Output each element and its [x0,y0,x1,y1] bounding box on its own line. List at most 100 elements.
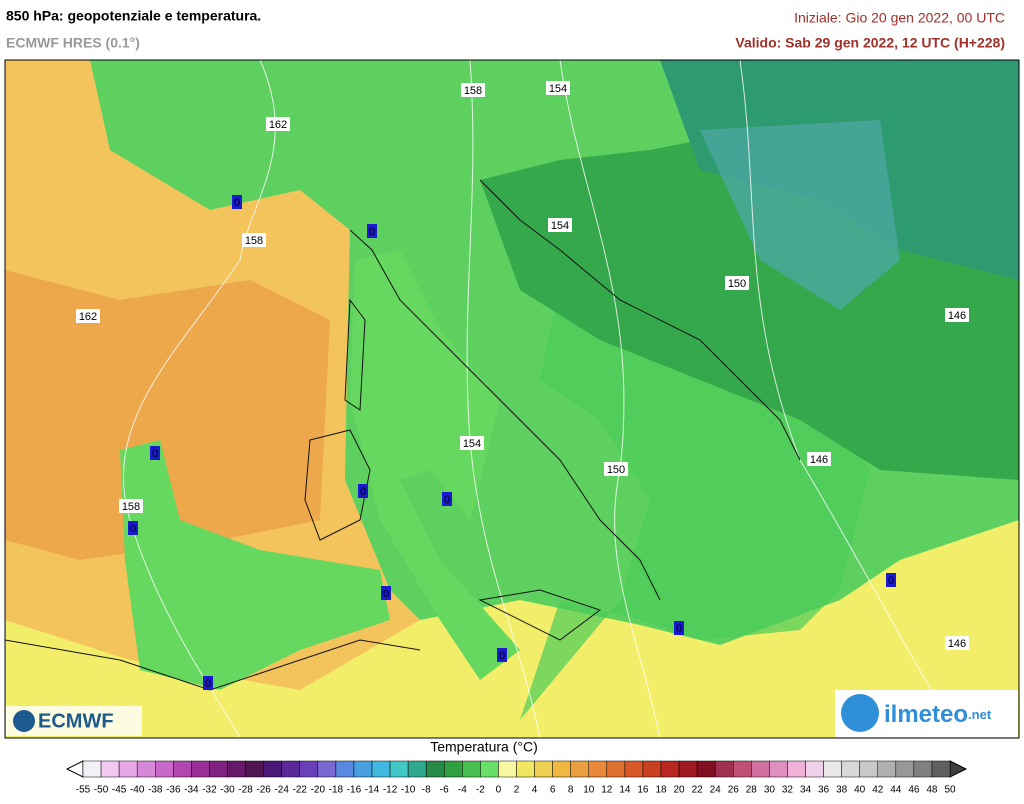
colorbar-box [751,760,770,778]
isotherm-label-bg [358,484,368,498]
map-frame [4,59,1020,739]
logo-text: ilmeteo.net [884,701,992,728]
colorbar-box [155,760,174,778]
colorbar-tick-label: -36 [166,785,181,796]
coast [5,639,421,691]
colorbar-tick-label: -4 [458,785,467,796]
colorbar-box [389,760,409,778]
isohypse-label-bg [119,499,143,513]
colorbar-tick-label: 0 [496,785,502,796]
contour-line [559,60,661,738]
colorbar-box [733,760,752,778]
colorbar-box [82,760,102,778]
colorbar-box [714,760,734,778]
isotherm-label: 0 [444,494,450,506]
colorbar-tick-label: -34 [184,785,199,796]
colorbar-tick-label: -20 [311,785,326,796]
isotherm-label-bg [367,224,377,238]
coastlines [5,179,801,691]
isohypse-label: 150 [728,278,746,290]
colorbar-box [100,760,120,778]
colorbar-left-end [65,760,84,778]
isohypse-label-bg [945,636,969,650]
isotherm-label-bg [886,573,896,587]
colorbar-box [191,760,210,778]
colorbar-box [841,760,860,778]
init-time: Iniziale: Gio 20 gen 2022, 00 UTC [794,10,1005,26]
colorbar-box [263,760,282,778]
colorbar-box [136,760,156,778]
colorbar-box [353,760,373,778]
colorbar-tick-label: 14 [619,785,631,796]
colorbar-tick-label: 6 [550,785,556,796]
isohypse-label: 162 [269,119,287,131]
isotherm-label: 0 [234,197,240,209]
isotherm-label: 0 [205,678,211,690]
colorbar-tick-label: -32 [202,785,217,796]
colorbar-tick-label: -30 [220,785,235,796]
colorbar-tick-label: 10 [583,785,595,796]
colorbar-tick-label: -18 [329,785,344,796]
colorbar-tick-label: -12 [383,785,398,796]
coast [479,179,801,461]
isohypse-label-bg [242,233,266,247]
colorbar-tick-label: 24 [710,785,722,796]
isotherm-label: 0 [369,226,375,238]
isohypse-label-bg [76,309,100,323]
colorbar-tick-label: -26 [256,785,271,796]
colorbar-box [624,760,644,778]
ecmwf-logo: ECMWF [6,706,142,736]
isohypse-label: 158 [122,501,140,513]
colorbar-tick-label: 44 [890,785,902,796]
colorbar-box [570,760,589,778]
ilmeteo-logo: ilmeteo.net [835,690,1018,737]
colorbar-box [209,760,228,778]
isotherm-label-bg [150,446,160,460]
subtitle: ECMWF HRES (0.1°) [6,35,140,51]
isohypse-label: 158 [245,235,263,247]
colorbar-box [534,760,553,778]
colorbar-tick-label: 26 [728,785,740,796]
colorbar-tick-label: -24 [274,785,289,796]
colorbar-tick-label: 42 [872,785,884,796]
logo-name: ilmeteo [884,701,968,728]
colorbar-tick-label: 32 [782,785,794,796]
colorbar-box [606,760,626,778]
isotherm-label-bg [381,586,391,600]
colorbar-box [480,760,499,778]
isohypse-label: 150 [607,464,625,476]
colorbar-tick-label: 34 [800,785,812,796]
isotherm-label: 0 [383,588,389,600]
colorbar-box [696,760,716,778]
yellow-area [5,520,1019,738]
isohypse-label: 154 [551,220,569,232]
colorbar-box [245,760,264,778]
colorbar-box [498,760,517,778]
colorbar-box [877,760,897,778]
colorbar-tick-label: 16 [637,785,649,796]
isotherm-label-bg [674,621,684,635]
isohypse-label-bg [546,81,570,95]
colorbar-box [444,760,463,778]
logo-suffix: .net [968,707,992,722]
colorbar-tick-label: 12 [601,785,613,796]
colorbar-tick-label: -28 [238,785,253,796]
colorbar-box [516,760,535,778]
colorbar-box [931,760,951,778]
colorbar-box [425,760,445,778]
logo-text: ECMWF [38,710,114,732]
contour-labels: 162 158 154 158 154 150 162 146 154 146 150 158 146 0… [76,81,969,690]
isohypse-label-bg [725,276,749,290]
colorbar-tick-label: 50 [944,785,956,796]
colorbar-title: Temperatura (°C) [430,739,538,755]
colorbar-tick-label: 40 [854,785,866,796]
isohypse-label-bg [945,308,969,322]
colorbar-tick-label: 18 [655,785,667,796]
coast [478,589,602,641]
colorbar-tick-label: -2 [476,785,485,796]
isotherm-label-bg [442,492,452,506]
contour-line [123,60,276,738]
colorbar-tick-label: -40 [130,785,145,796]
warmer-area [5,270,330,560]
